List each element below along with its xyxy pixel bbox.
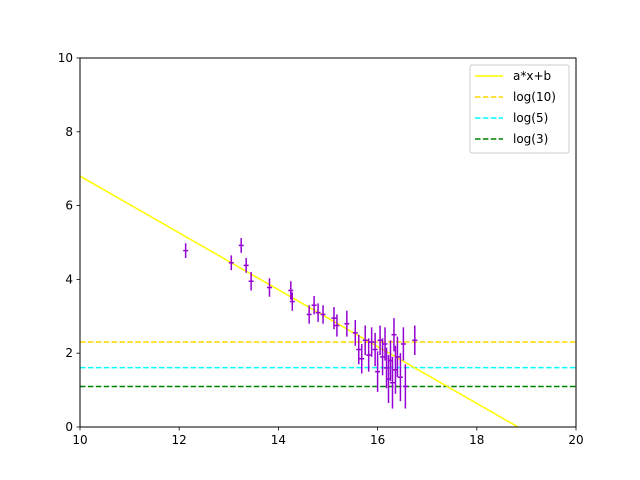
data-point xyxy=(288,281,294,300)
data-point xyxy=(352,319,358,346)
data-point xyxy=(375,351,381,392)
x-tick-label: 20 xyxy=(568,433,583,447)
data-point xyxy=(334,314,340,337)
y-axis: 0 2 4 6 8 10 xyxy=(58,51,80,434)
data-point xyxy=(394,336,400,378)
data-point xyxy=(412,325,418,356)
legend-label: a*x+b xyxy=(513,69,551,83)
data-point xyxy=(238,238,244,253)
legend: a*x+b log(10) log(5) log(3) xyxy=(469,64,570,154)
y-tick-label: 2 xyxy=(65,346,73,360)
plot-frame xyxy=(79,57,577,428)
data-point xyxy=(344,310,350,337)
y-tick-label: 10 xyxy=(58,51,73,65)
legend-label: log(3) xyxy=(513,132,548,146)
x-tick-label: 12 xyxy=(172,433,187,447)
y-tick-label: 0 xyxy=(65,420,73,434)
data-point xyxy=(289,292,295,311)
y-tick-label: 8 xyxy=(65,125,73,139)
legend-entry: log(3) xyxy=(475,132,548,146)
y-tick-label: 6 xyxy=(65,199,73,213)
data-point xyxy=(397,353,403,402)
data-point xyxy=(331,307,337,330)
legend-label: log(5) xyxy=(513,111,548,125)
data-point xyxy=(362,325,368,356)
data-point xyxy=(315,303,321,322)
legend-entry: log(5) xyxy=(475,111,548,125)
data-point xyxy=(356,334,362,365)
data-point xyxy=(391,318,397,352)
data-point xyxy=(243,257,249,273)
data-point xyxy=(306,305,312,324)
reference-lines xyxy=(80,341,576,388)
y-tick-label: 4 xyxy=(65,272,73,286)
x-axis: 10 12 14 16 18 20 xyxy=(72,427,584,447)
x-tick-label: 10 xyxy=(72,433,87,447)
fit-line xyxy=(80,175,520,427)
legend-box xyxy=(469,64,570,154)
data-point xyxy=(382,327,388,361)
data-point xyxy=(320,305,326,324)
data-point xyxy=(377,325,383,356)
legend-entry: log(10) xyxy=(475,90,556,104)
data-point xyxy=(183,243,189,258)
data-point xyxy=(266,278,272,297)
data-point xyxy=(359,343,365,374)
data-point xyxy=(369,327,375,357)
x-tick-label: 18 xyxy=(469,433,484,447)
data-points xyxy=(183,238,418,409)
x-tick-label: 16 xyxy=(370,433,385,447)
data-point xyxy=(248,272,254,291)
data-point xyxy=(390,356,395,409)
data-point xyxy=(228,255,234,271)
data-point xyxy=(366,338,372,372)
legend-entry: a*x+b xyxy=(475,69,551,83)
data-point xyxy=(402,364,408,409)
data-point xyxy=(372,332,378,367)
data-point xyxy=(311,296,317,315)
fit-line-layer xyxy=(80,175,520,427)
x-tick-label: 14 xyxy=(271,433,286,447)
data-point xyxy=(400,327,406,361)
legend-label: log(10) xyxy=(513,90,556,104)
